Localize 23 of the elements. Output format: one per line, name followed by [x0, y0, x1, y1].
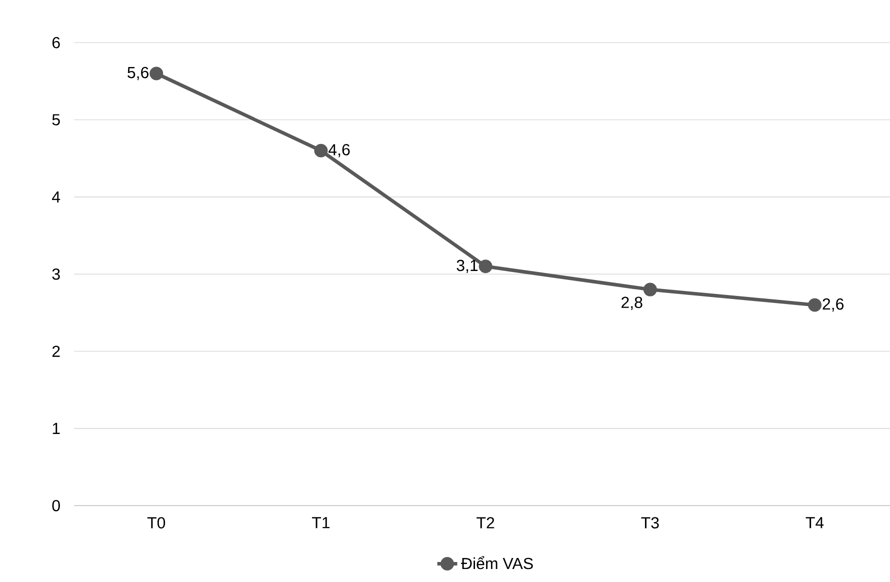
- data-label: 4,6: [328, 144, 350, 158]
- y-tick-label: 1: [52, 422, 60, 434]
- x-tick-label: T4: [806, 517, 824, 528]
- point: [808, 298, 822, 312]
- point: [478, 260, 492, 274]
- data-label: 2,6: [822, 298, 844, 312]
- x-tick-label: T2: [476, 517, 494, 528]
- x-tick-label: T1: [312, 517, 330, 528]
- point: [150, 66, 164, 80]
- y-tick-label: 4: [52, 191, 60, 202]
- x-tick-label: T0: [147, 517, 166, 528]
- data-label: 2,8: [622, 296, 642, 310]
- point: [314, 144, 328, 158]
- y-tick-label: 2: [52, 346, 60, 357]
- legend-label: Điểm VAS: [461, 556, 533, 570]
- point: [643, 282, 657, 296]
- y-tick-label: 5: [52, 114, 60, 126]
- data-label: 3,1: [456, 260, 478, 273]
- y-tick-label: 6: [52, 36, 60, 48]
- data-label: 5,6: [128, 66, 148, 80]
- y-tick-label: 3: [52, 268, 60, 280]
- x-tick-label: T3: [641, 517, 659, 528]
- y-tick-label: 0: [52, 500, 60, 512]
